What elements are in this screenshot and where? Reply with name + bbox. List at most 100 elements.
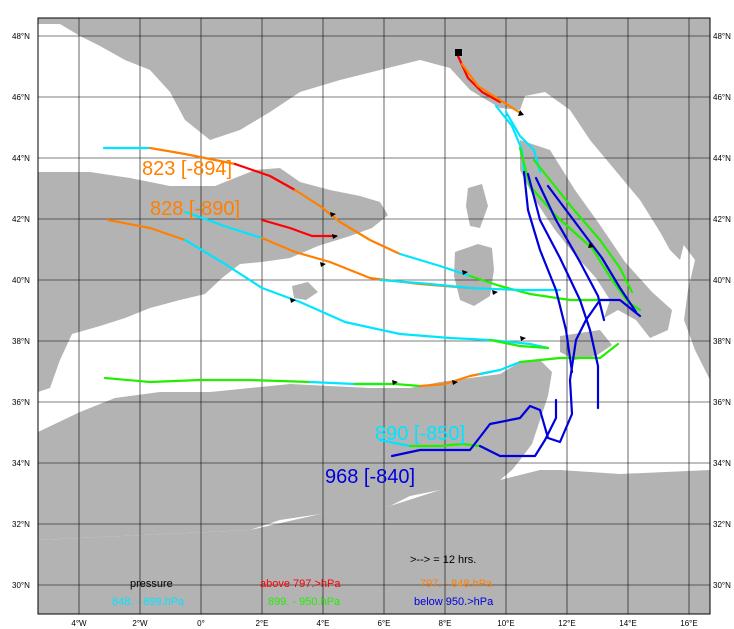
lat-label: 42°N xyxy=(713,215,731,224)
land-mallorca xyxy=(292,282,318,300)
time-marker xyxy=(330,212,336,217)
lon-label: 2°W xyxy=(132,619,148,628)
traj2-segment-cyan xyxy=(183,238,550,350)
bundle-blue-3 xyxy=(534,176,606,322)
lat-label: 38°N xyxy=(12,337,30,346)
trajectory-label-3: 890 [-850] xyxy=(375,423,465,445)
lat-label: 48°N xyxy=(713,32,731,41)
lon-label: 16°E xyxy=(680,619,697,628)
land-sardinia xyxy=(454,244,494,306)
lat-label: 34°N xyxy=(713,459,731,468)
traj4-segment-green xyxy=(103,376,312,384)
lat-label: 46°N xyxy=(12,93,30,102)
bundle-blue-4 xyxy=(546,184,638,314)
lat-label: 32°N xyxy=(12,520,30,529)
traj1-segment-orange xyxy=(148,146,237,166)
lon-label: 10°E xyxy=(497,619,514,628)
lat-label: 42°N xyxy=(12,215,30,224)
legend-above: above 797.>hPa xyxy=(260,578,341,590)
legend-below: below 950.>hPa xyxy=(414,596,494,608)
trajectory-4 xyxy=(103,342,620,388)
traj1-segment-orange-2 xyxy=(293,188,402,256)
lat-label: 40°N xyxy=(12,276,30,285)
traj5-segment-cyan xyxy=(378,438,412,448)
lat-label: 36°N xyxy=(12,398,30,407)
legend-green: 899. - 950.hPa xyxy=(268,596,341,608)
start-point-marker xyxy=(455,49,462,56)
land-corsica xyxy=(466,184,488,228)
time-marker xyxy=(392,380,398,385)
traj1-segment-cyan-2 xyxy=(398,252,472,278)
lat-labels-left: 48°N 46°N 44°N 42°N 40°N 38°N 36°N 34°N … xyxy=(12,32,30,590)
legend-interval: >--> = 12 hrs. xyxy=(410,554,476,566)
traj1-segment-red xyxy=(233,162,297,192)
trajectory-3 xyxy=(183,210,562,292)
bundle-blue-2 xyxy=(526,172,600,410)
legend-cyan: 848. - 899.hPa xyxy=(112,596,185,608)
lat-label: 32°N xyxy=(713,520,731,529)
lat-label: 46°N xyxy=(713,93,731,102)
time-marker xyxy=(520,336,526,341)
trajectory-label-1: 823 [-894] xyxy=(142,158,232,180)
time-marker xyxy=(290,298,296,303)
traj2-segment-orange xyxy=(106,218,187,242)
bundle-green-2 xyxy=(532,158,634,294)
traj5-segment-blue xyxy=(478,398,558,458)
lat-label: 40°N xyxy=(713,276,731,285)
bundle-orange xyxy=(460,62,524,116)
map-frame xyxy=(37,17,711,615)
lat-label: 30°N xyxy=(713,581,731,590)
bundle-blue xyxy=(522,170,574,374)
traj4-segment-green-3 xyxy=(518,342,620,364)
lon-label: 12°E xyxy=(558,619,575,628)
time-marker xyxy=(462,270,468,275)
lon-label: 6°E xyxy=(378,619,391,628)
trajectory-1 xyxy=(102,146,612,302)
lat-labels-right: 48°N 46°N 44°N 42°N 40°N 38°N 36°N 34°N … xyxy=(713,32,731,590)
time-marker xyxy=(320,262,326,267)
legend-title: pressure xyxy=(130,578,173,590)
legend: >--> = 12 hrs. pressure above 797.>hPa 7… xyxy=(112,554,494,608)
traj6-segment-blue xyxy=(390,298,642,458)
land-sicily xyxy=(560,330,612,360)
lon-label: 8°E xyxy=(439,619,452,628)
time-marker xyxy=(452,380,458,385)
trajectory-2 xyxy=(106,218,550,350)
time-markers xyxy=(290,110,594,385)
traj4-segment-cyan-2 xyxy=(478,360,522,376)
lon-label: 0° xyxy=(197,619,205,628)
trajectory-5 xyxy=(378,398,558,458)
traj3-segment-cyan xyxy=(183,210,264,240)
time-marker xyxy=(332,234,338,239)
lon-label: 4°W xyxy=(71,619,87,628)
traj3-segment-cyan-2 xyxy=(378,278,562,292)
time-marker xyxy=(492,290,498,295)
lat-label: 44°N xyxy=(713,154,731,163)
traj5-segment-green xyxy=(408,442,482,448)
land-france xyxy=(38,18,710,260)
land-north-africa xyxy=(38,360,552,540)
trajectory-6 xyxy=(390,298,642,458)
legend-orange: 797. - 848.hPa xyxy=(420,578,493,590)
trajectory-bundle xyxy=(456,54,642,410)
lat-label: 44°N xyxy=(12,154,30,163)
land-balkans xyxy=(640,180,710,380)
lat-label: 36°N xyxy=(713,398,731,407)
time-marker xyxy=(588,242,594,248)
traj2-segment-green xyxy=(488,338,550,350)
lat-label: 34°N xyxy=(12,459,30,468)
lat-label: 30°N xyxy=(12,581,30,590)
lon-label: 14°E xyxy=(619,619,636,628)
lon-labels: 4°W 2°W 0° 2°E 4°E 6°E 8°E 10°E 12°E 14°… xyxy=(71,619,697,628)
traj1-segment-green xyxy=(468,274,612,302)
land-sahara xyxy=(38,470,710,614)
trajectory-label-4: 968 [-840] xyxy=(325,466,415,488)
traj3-segment-red xyxy=(260,218,338,238)
lon-label: 4°E xyxy=(317,619,330,628)
lon-label: 2°E xyxy=(256,619,269,628)
trajectories xyxy=(102,49,642,458)
time-marker xyxy=(518,110,524,116)
lat-label: 48°N xyxy=(12,32,30,41)
lat-label: 38°N xyxy=(713,337,731,346)
